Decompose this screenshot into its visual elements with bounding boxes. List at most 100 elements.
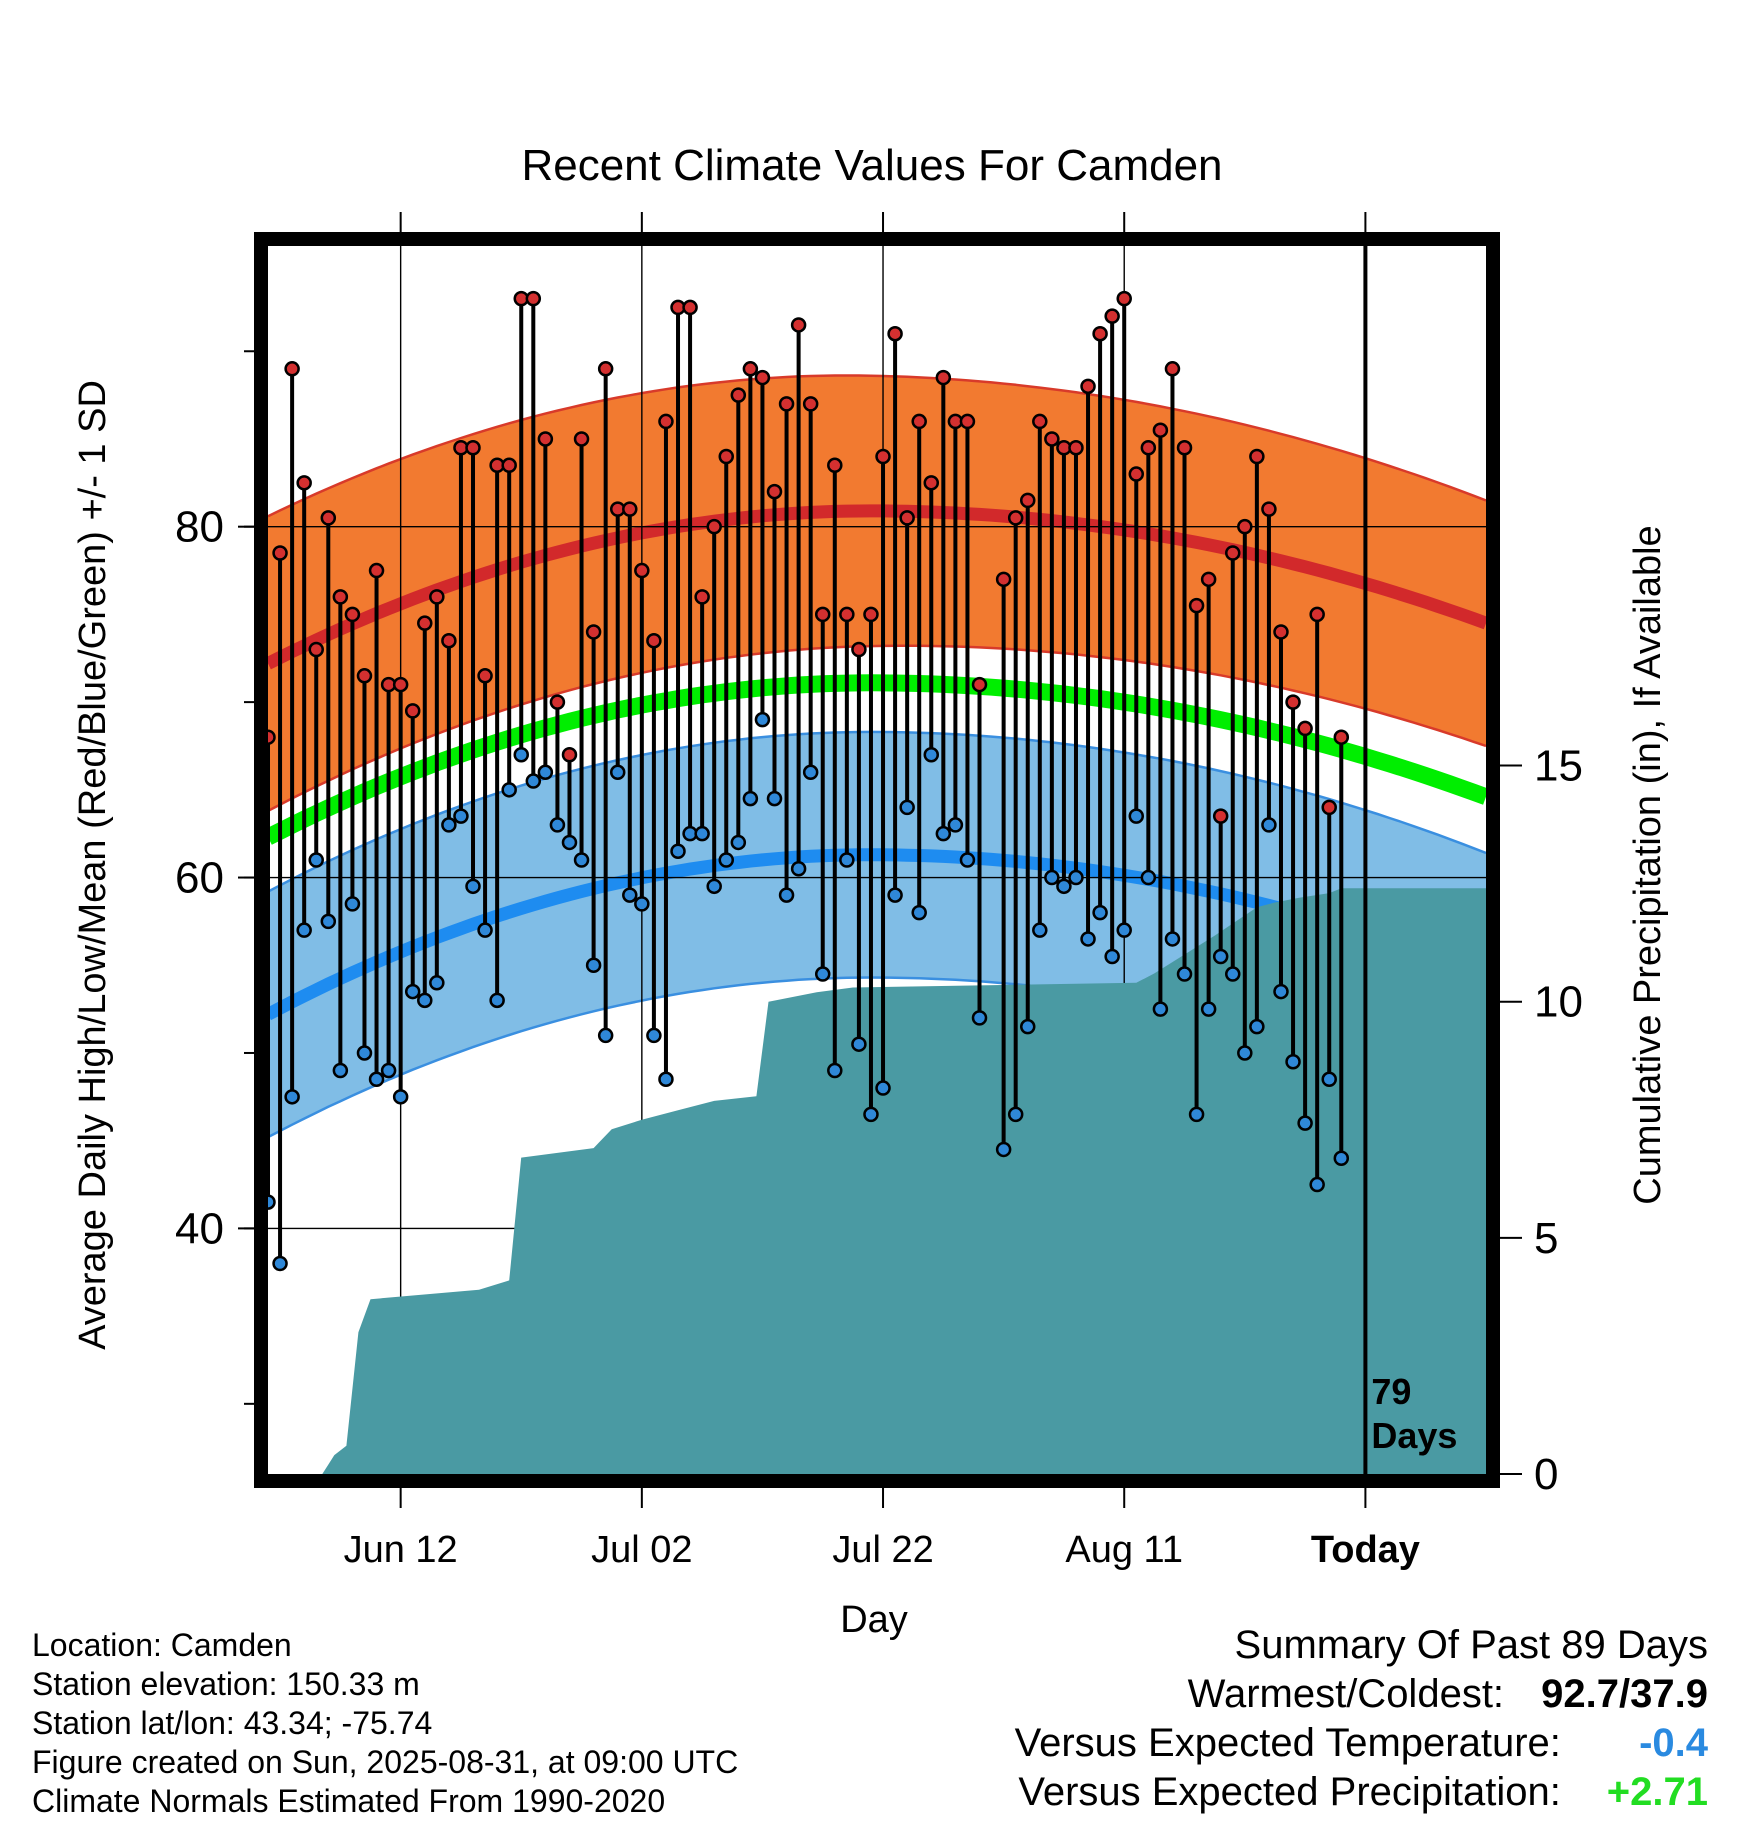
high-point — [887, 325, 903, 342]
high-point — [308, 641, 324, 658]
high-point — [1273, 624, 1289, 640]
low-point — [356, 1045, 373, 1061]
high-point — [284, 361, 300, 377]
low-point — [935, 825, 952, 842]
low-point — [1285, 1053, 1301, 1070]
high-point — [1249, 448, 1265, 465]
y-tick-label: 60 — [175, 854, 224, 903]
high-point — [778, 396, 795, 412]
low-point — [368, 1071, 385, 1088]
plot-frame — [254, 232, 1500, 1488]
low-point — [718, 852, 735, 868]
low-point — [851, 1036, 867, 1052]
high-point — [296, 475, 312, 491]
high-point — [682, 299, 698, 316]
low-point — [706, 878, 722, 895]
high-point — [923, 475, 940, 491]
high-point — [1237, 518, 1253, 535]
low-point — [380, 1062, 397, 1079]
low-point — [1212, 948, 1229, 965]
y2-tick-label: 10 — [1534, 978, 1583, 1027]
low-point — [453, 808, 469, 824]
high-point — [827, 457, 843, 474]
low-point — [1116, 922, 1132, 938]
low-point — [754, 711, 771, 728]
high-point — [320, 510, 337, 526]
low-point — [790, 861, 807, 877]
high-point — [911, 413, 927, 430]
high-point — [706, 518, 722, 535]
low-point — [1164, 931, 1181, 947]
low-point — [1128, 808, 1145, 824]
low-point — [284, 1089, 300, 1105]
low-point — [501, 782, 517, 798]
low-sd-upper-edge — [268, 730, 1486, 893]
x-tick-label: Today — [1311, 1529, 1420, 1571]
high-point — [742, 361, 759, 377]
x-axis-label: Day — [840, 1599, 908, 1641]
low-point — [441, 817, 457, 833]
location-text: Location: Camden — [32, 1627, 292, 1663]
high-point — [268, 729, 276, 745]
x-tick-label: Jul 22 — [832, 1529, 933, 1571]
low-point — [1225, 966, 1241, 982]
y2-tick-label: 15 — [1534, 742, 1583, 791]
low-point — [1188, 1106, 1205, 1123]
low-point — [1152, 1001, 1169, 1017]
high-point — [995, 571, 1012, 588]
high-point — [875, 448, 891, 465]
summary-title: Summary Of Past 89 Days — [1234, 1623, 1708, 1667]
low-point — [1176, 966, 1193, 982]
low-point — [1333, 1150, 1350, 1166]
low-point — [887, 887, 903, 903]
high-point — [1128, 466, 1145, 482]
x-tick-label: Aug 11 — [1065, 1529, 1183, 1571]
precip-anomaly-label: Versus Expected Precipitation: — [1018, 1770, 1561, 1814]
low-point — [742, 790, 759, 807]
low-point — [1309, 1176, 1325, 1193]
high-point — [1032, 413, 1048, 430]
high-point — [417, 615, 433, 631]
high-point — [935, 369, 952, 386]
temp-anomaly-label: Versus Expected Temperature: — [1014, 1721, 1561, 1765]
high-point — [1092, 325, 1108, 342]
high-point — [766, 483, 783, 500]
high-point — [525, 290, 542, 307]
low-point — [1080, 931, 1096, 947]
high-point — [839, 606, 855, 623]
high-point — [1212, 808, 1229, 824]
high-point — [344, 606, 361, 623]
summary-precip-row: Versus Expected Precipitation: +2.71 — [1015, 1768, 1708, 1817]
low-point — [923, 746, 940, 763]
high-point — [404, 703, 421, 719]
high-point — [501, 457, 517, 474]
low-point — [1104, 948, 1120, 965]
precip-anomaly-value: +2.71 — [1606, 1770, 1708, 1814]
high-point — [1104, 308, 1120, 324]
low-point — [272, 1255, 288, 1272]
high-point — [658, 413, 674, 430]
today-count-label: 79 — [1371, 1371, 1411, 1412]
low-point — [947, 817, 964, 833]
low-point — [320, 913, 337, 930]
y2-axis-label: Cumulative Precipitation (in), If Availa… — [1627, 525, 1669, 1204]
high-point — [272, 545, 288, 561]
low-point — [561, 834, 578, 851]
high-point — [1080, 378, 1096, 395]
summary-temp-row: Versus Expected Temperature: -0.4 — [1015, 1719, 1708, 1768]
high-point — [959, 413, 976, 430]
low-point — [670, 843, 686, 859]
low-point — [995, 1141, 1012, 1158]
low-point — [344, 896, 361, 912]
low-point — [778, 887, 795, 903]
high-point — [1297, 720, 1313, 737]
low-point — [1032, 922, 1048, 938]
warm-cold-value: 92.7/37.9 — [1541, 1672, 1708, 1716]
low-point — [911, 904, 927, 921]
low-point — [537, 764, 554, 781]
normals-text: Climate Normals Estimated From 1990-2020 — [32, 1783, 666, 1819]
low-point — [477, 922, 493, 938]
low-point — [1273, 983, 1289, 1000]
